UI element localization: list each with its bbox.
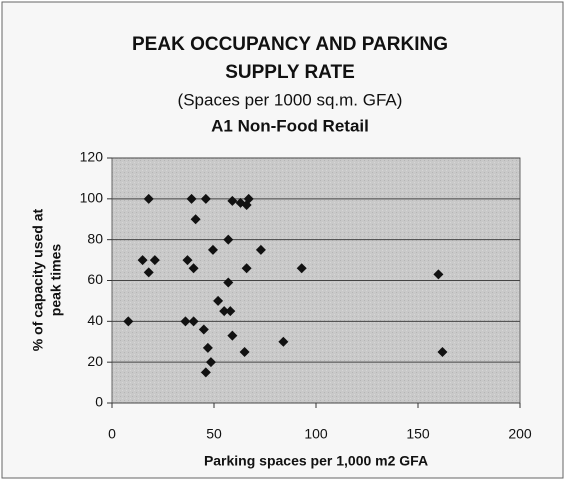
data-point	[243, 193, 254, 204]
y-tick-label: 40	[87, 312, 103, 328]
x-tick-label: 100	[304, 426, 328, 442]
x-tick-label: 0	[108, 426, 116, 442]
data-point	[255, 244, 266, 255]
data-point	[186, 193, 197, 204]
data-point	[137, 255, 148, 266]
y-tick-label: 120	[80, 149, 104, 165]
data-point	[433, 269, 444, 280]
data-point	[180, 316, 191, 327]
data-point	[200, 367, 211, 378]
chart-subtitle: (Spaces per 1000 sq.m. GFA)	[178, 90, 403, 109]
data-point	[198, 324, 209, 335]
data-point	[143, 267, 154, 278]
data-point	[213, 295, 224, 306]
data-point	[239, 346, 250, 357]
data-point	[205, 357, 216, 368]
data-point	[225, 306, 236, 317]
data-point	[219, 306, 230, 317]
data-point	[202, 342, 213, 353]
data-point	[207, 244, 218, 255]
y-tick-label: 60	[87, 271, 103, 287]
y-axis-label: peak times	[48, 244, 64, 317]
data-point	[190, 214, 201, 225]
data-point	[123, 316, 134, 327]
data-point	[143, 193, 154, 204]
data-point	[278, 336, 289, 347]
data-point	[188, 316, 199, 327]
y-tick-label: 80	[87, 230, 103, 246]
data-point	[223, 234, 234, 245]
data-point	[149, 255, 160, 266]
data-point	[188, 263, 199, 274]
y-tick-label: 100	[80, 190, 104, 206]
y-axis-label-group: % of capacity used at peak times	[30, 208, 64, 351]
data-point	[223, 277, 234, 288]
x-tick-label: 50	[206, 426, 222, 442]
data-point	[296, 263, 307, 274]
chart-subtitle: A1 Non-Food Retail	[211, 116, 369, 135]
x-tick-label: 200	[508, 426, 532, 442]
data-point	[227, 195, 238, 206]
data-point	[437, 346, 448, 357]
data-point	[182, 255, 193, 266]
data-point	[200, 193, 211, 204]
data-point	[227, 330, 238, 341]
y-tick-label: 0	[95, 394, 103, 410]
y-tick-label: 20	[87, 353, 103, 369]
chart-title: SUPPLY RATE	[225, 62, 355, 83]
x-tick-label: 150	[406, 426, 430, 442]
title-group: PEAK OCCUPANCY AND PARKING SUPPLY RATE (…	[132, 34, 448, 135]
y-axis-label: % of capacity used at	[30, 208, 46, 351]
chart-title: PEAK OCCUPANCY AND PARKING	[132, 34, 448, 55]
data-point	[241, 263, 252, 274]
x-axis-label: Parking spaces per 1,000 m2 GFA	[204, 453, 428, 469]
